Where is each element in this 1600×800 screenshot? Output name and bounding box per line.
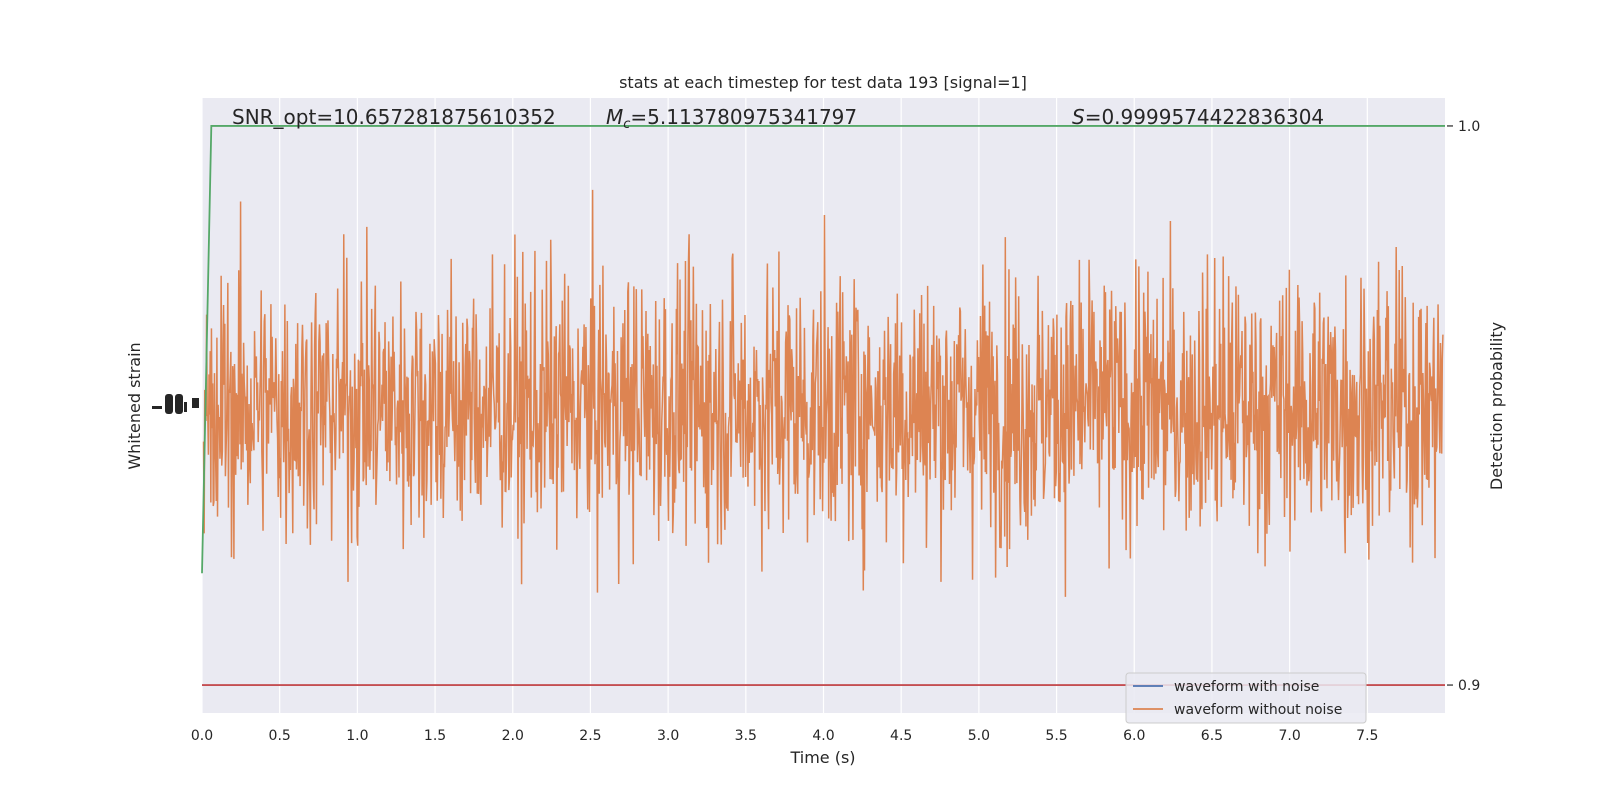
legend: waveform with noise waveform without noi… — [1125, 672, 1367, 724]
annotation-score-value: =0.9999574422836304 — [1085, 105, 1324, 129]
x-axis-label: Time (s) — [789, 748, 855, 767]
chart-title: stats at each timestep for test data 193… — [619, 73, 1027, 92]
y-axis-label-left: Whitened strain — [125, 342, 144, 469]
x-tick-label-11: 5.5 — [1045, 728, 1067, 744]
x-tick-label-3: 1.5 — [424, 728, 446, 744]
x-tick-label-1: 0.5 — [269, 728, 291, 744]
right-axis-ticks: 1.0 0.9 — [1447, 119, 1480, 694]
y-axis-label-right: Detection probability — [1487, 322, 1506, 490]
annotation-score-symbol: S — [1072, 105, 1085, 129]
x-tick-label-13: 6.5 — [1201, 728, 1223, 744]
left-axis-ticks — [152, 394, 199, 414]
annotation-score: S=0.9999574422836304 — [1072, 105, 1324, 129]
right-tick-label-0: 1.0 — [1458, 119, 1480, 135]
x-tick-label-6: 3.0 — [657, 728, 679, 744]
annotation-snr: SNR_opt=10.657281875610352 — [232, 105, 556, 129]
series-waveform-without-noise — [202, 189, 1444, 597]
line-detection-probability — [201, 125, 1445, 574]
x-tick-label-8: 4.0 — [812, 728, 834, 744]
x-tick-label-10: 5.0 — [968, 728, 990, 744]
x-tick-label-12: 6.0 — [1123, 728, 1145, 744]
legend-label-with-noise: waveform with noise — [1174, 679, 1319, 695]
x-tick-label-4: 2.0 — [502, 728, 524, 744]
annotation-chirp-mass: Mc=5.113780975341797 — [606, 105, 857, 132]
x-tick-label-9: 4.5 — [890, 728, 912, 744]
x-tick-label-2: 1.0 — [346, 728, 368, 744]
legend-box — [1125, 672, 1367, 724]
x-tick-label-15: 7.5 — [1356, 728, 1378, 744]
x-tick-label-7: 3.5 — [735, 728, 757, 744]
legend-label-without-noise: waveform without noise — [1174, 702, 1342, 718]
annotation-chirp-mass-value: =5.113780975341797 — [630, 105, 857, 129]
line-waveform-without-noise — [202, 189, 1444, 597]
annotation-chirp-mass-symbol: M — [606, 105, 623, 129]
x-tick-label-5: 2.5 — [579, 728, 601, 744]
annotation-chirp-mass-subscript: c — [623, 117, 630, 132]
x-axis-ticks: 0.0 0.5 1.0 1.5 2.0 2.5 3.0 3.5 4.0 4.5 5.0 5.5 6.0 6… — [191, 728, 1379, 744]
x-tick-label-0: 0.0 — [191, 728, 213, 744]
right-tick-label-1: 0.9 — [1458, 678, 1480, 694]
x-tick-label-14: 7.0 — [1278, 728, 1300, 744]
